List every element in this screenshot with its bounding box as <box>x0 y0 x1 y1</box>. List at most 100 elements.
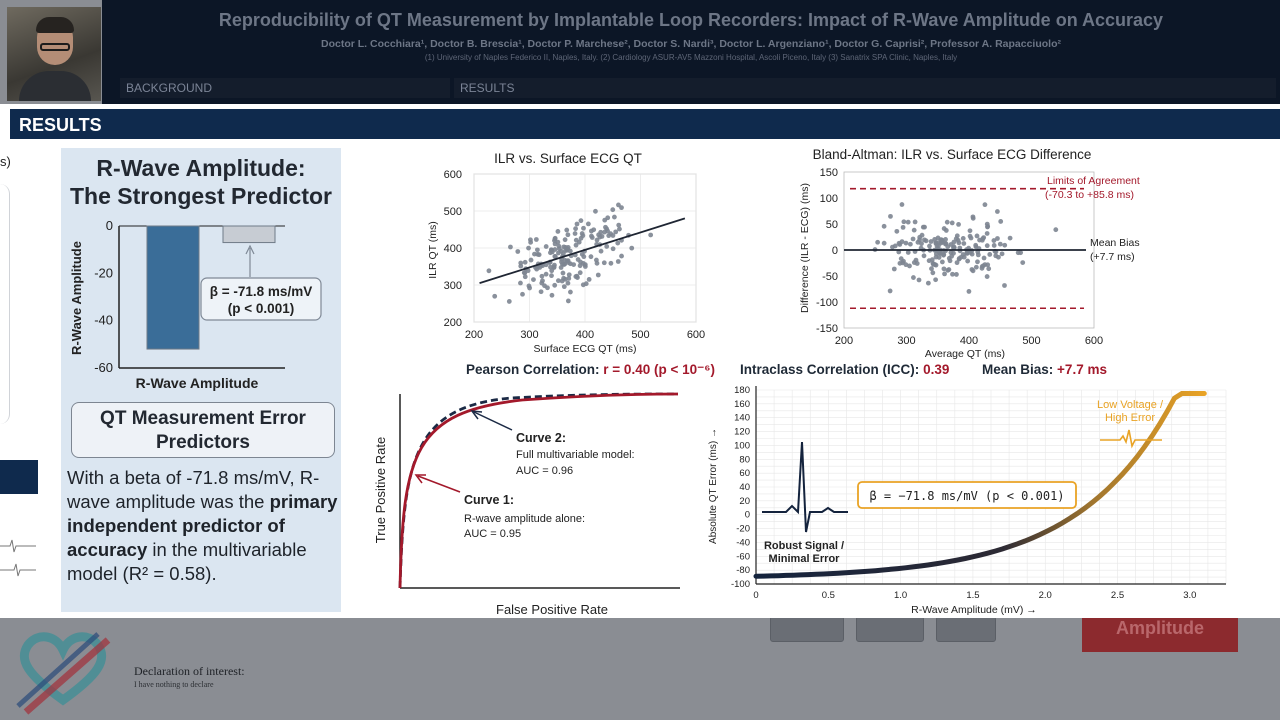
edge-divider <box>0 184 10 424</box>
scatter-point <box>549 292 555 298</box>
left-edge <box>0 140 10 618</box>
bar-ytick: -60 <box>94 360 113 375</box>
ba-point <box>881 240 887 246</box>
ba-point <box>985 223 991 229</box>
scatter-point <box>549 268 555 274</box>
scatter-point <box>573 237 579 243</box>
scatter-point <box>615 240 621 246</box>
ba-point <box>900 224 906 230</box>
ba-title: Bland-Altman: ILR vs. Surface ECG Differ… <box>813 147 1092 162</box>
ba-point <box>977 237 982 243</box>
scatter-point <box>586 277 592 282</box>
ba-xtick: 500 <box>1022 335 1040 347</box>
ba-point <box>982 202 988 208</box>
ba-point <box>1020 260 1026 265</box>
ba-xtick: 200 <box>835 335 853 347</box>
infographic-description: With a beta of -71.8 ms/mV, R-wave ampli… <box>67 466 339 586</box>
ba-point <box>954 260 960 266</box>
scatter-point <box>520 291 525 297</box>
bar <box>222 225 276 244</box>
pearson-value: r = 0.40 (p < 10⁻⁶) <box>603 362 715 377</box>
roc-ylabel: True Positive Rate <box>373 437 388 543</box>
ba-point <box>994 209 1000 214</box>
scatter-ytick: 600 <box>444 169 462 181</box>
pearson-stat: Pearson Correlation: r = 0.40 (p < 10⁻⁶) <box>466 362 715 378</box>
low-label-1: Robust Signal / <box>764 540 844 552</box>
scatter-point <box>562 237 568 243</box>
scatter-xtick: 600 <box>687 329 705 341</box>
scatter-point <box>581 254 587 260</box>
ba-point <box>923 238 929 244</box>
scatter-point <box>613 229 619 235</box>
ea-ytick: -40 <box>736 537 750 548</box>
ba-point <box>968 235 974 241</box>
scatter-point <box>522 274 528 280</box>
scatter-point <box>518 263 524 269</box>
ea-ytick: 20 <box>739 496 750 507</box>
ba-point <box>975 259 980 265</box>
scatter-point <box>604 244 610 249</box>
ba-point <box>979 265 985 271</box>
ba-point <box>875 239 881 245</box>
scatter-point <box>568 289 573 295</box>
scatter-point <box>543 271 549 277</box>
error-predictors-box: QT Measurement Error Predictors <box>71 402 335 458</box>
ba-point <box>975 252 981 258</box>
ba-point <box>897 260 903 266</box>
poster-title: Reproducibility of QT Measurement by Imp… <box>218 10 1164 30</box>
curve1-name: Curve 1: <box>464 493 514 507</box>
ba-point <box>999 251 1005 257</box>
scatter-point <box>536 252 542 258</box>
ba-point <box>986 266 992 272</box>
ba-point <box>896 240 902 246</box>
ba-point <box>925 280 931 286</box>
ba-point <box>982 262 988 267</box>
scatter-point <box>506 299 512 304</box>
error-box-line2: Predictors <box>156 432 250 453</box>
scatter-point <box>521 270 527 276</box>
ba-point <box>961 241 967 246</box>
tab-background[interactable]: BACKGROUND <box>120 78 450 98</box>
ba-ytick: -100 <box>816 297 838 309</box>
ba-point <box>984 231 990 236</box>
ba-point <box>995 236 1000 241</box>
heart-logo-icon <box>16 632 111 715</box>
ea-ytick: 40 <box>739 482 750 493</box>
scatter-point <box>564 258 570 264</box>
scatter-point <box>486 268 492 274</box>
ea-xtick: 1.5 <box>966 590 979 601</box>
ba-point <box>936 243 941 249</box>
scatter-point <box>603 224 608 230</box>
poster-affiliations: (1) University of Naples Federico II, Na… <box>424 53 958 62</box>
tab-results[interactable]: RESULTS <box>454 78 1276 98</box>
scatter-point <box>551 264 557 270</box>
ea-ytick: 80 <box>739 454 750 465</box>
ba-point <box>953 236 959 242</box>
scatter-point <box>589 235 595 240</box>
ba-point <box>941 252 946 258</box>
scatter-point <box>565 246 571 252</box>
scatter-point <box>573 242 579 248</box>
high-label-2: High Error <box>1105 412 1155 424</box>
scatter-point <box>556 250 561 256</box>
ba-bias-label-1: Mean Bias <box>1090 237 1140 249</box>
scatter-point <box>545 285 550 291</box>
curve1-auc: AUC = 0.95 <box>464 528 521 540</box>
ba-point <box>966 289 972 294</box>
ba-point <box>996 254 1001 260</box>
scatter-point <box>565 280 571 286</box>
ea-ytick: 160 <box>734 399 750 410</box>
ba-xtick: 400 <box>960 335 978 347</box>
scatter-xtick: 200 <box>465 329 483 341</box>
ba-point <box>973 242 979 248</box>
ba-point <box>933 277 939 283</box>
robust-ecg-icon <box>762 441 848 533</box>
ba-point <box>891 266 897 272</box>
ba-ytick: 150 <box>820 167 838 179</box>
ecg-thumbnail-icon <box>0 539 36 577</box>
beta-callout <box>200 277 322 321</box>
ba-point <box>946 267 952 272</box>
qt-scatter-chart: ILR vs. Surface ECG QT 200 300 400 500 600 2… <box>427 151 705 355</box>
ba-point <box>997 241 1003 247</box>
infographic-title: R-Wave Amplitude: The Strongest Predicto… <box>61 154 341 210</box>
